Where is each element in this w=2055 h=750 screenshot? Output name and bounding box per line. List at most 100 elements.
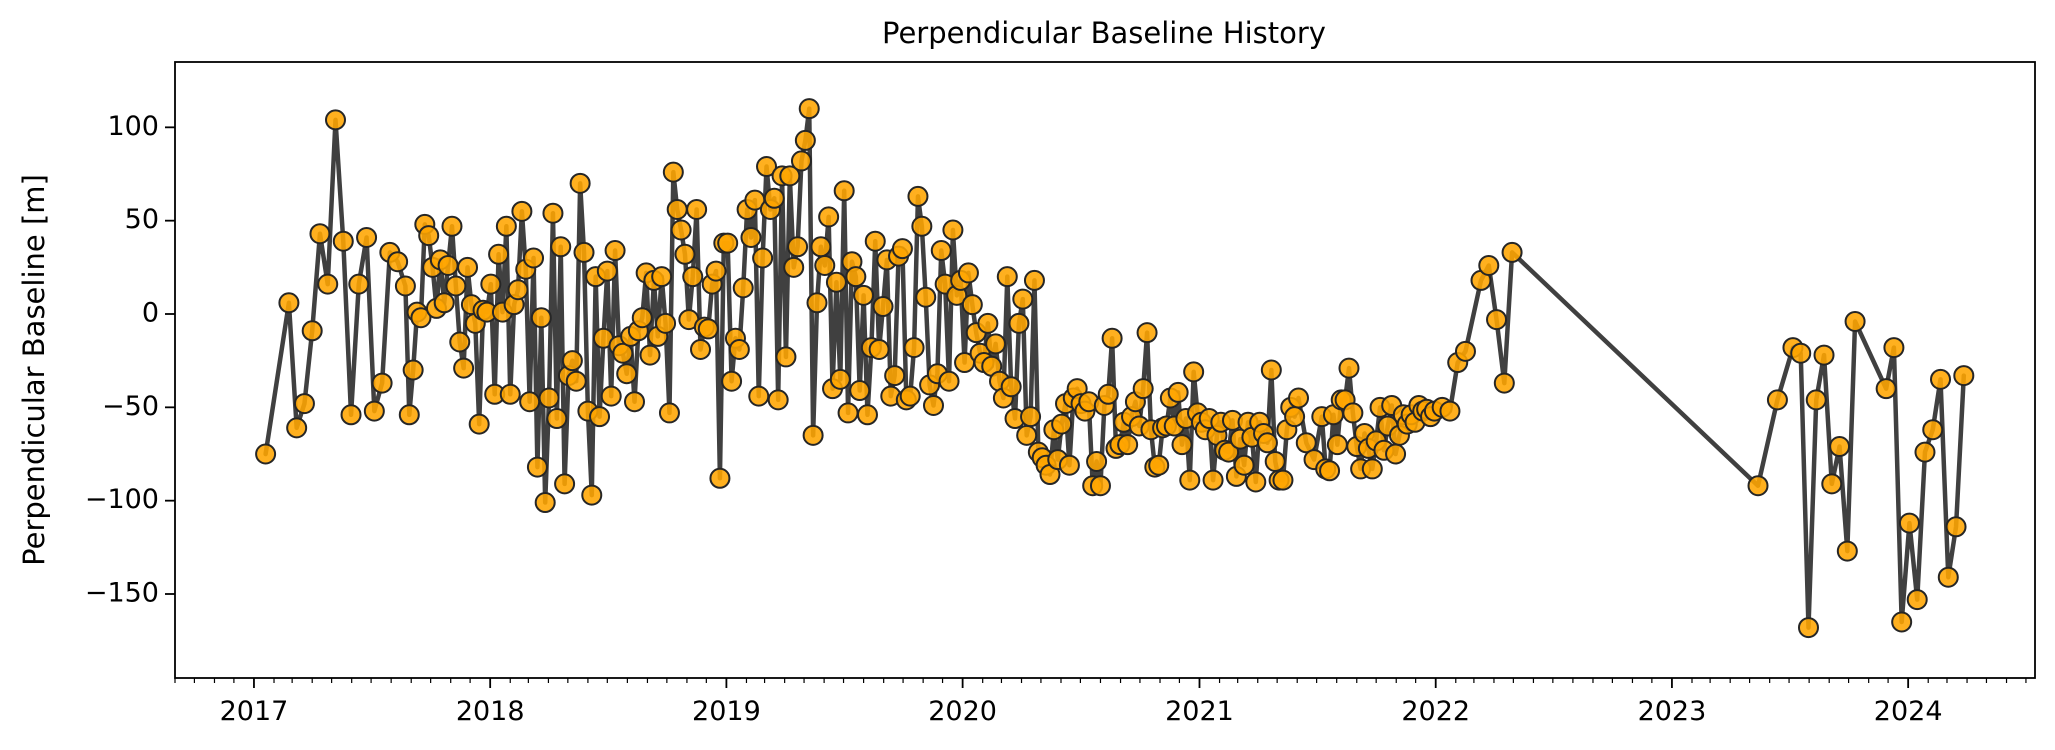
data-point xyxy=(674,243,696,265)
data-point xyxy=(1478,254,1500,276)
data-point xyxy=(868,338,890,360)
data-point xyxy=(1097,383,1119,405)
x-tick-label: 2023 xyxy=(1638,696,1707,727)
data-point xyxy=(911,215,933,237)
data-point xyxy=(589,406,611,428)
data-point xyxy=(1202,469,1224,491)
data-point xyxy=(705,260,727,282)
data-point xyxy=(942,219,964,241)
data-point xyxy=(1891,611,1913,633)
data-point xyxy=(977,312,999,334)
data-point xyxy=(1218,441,1240,463)
data-point xyxy=(1136,322,1158,344)
data-point xyxy=(1101,327,1123,349)
data-point xyxy=(1945,516,1967,538)
data-point xyxy=(488,243,510,265)
data-point xyxy=(325,109,346,131)
data-point xyxy=(596,260,618,282)
data-point xyxy=(468,413,490,435)
data-point xyxy=(686,198,708,220)
data-point xyxy=(569,172,591,194)
data-point xyxy=(690,338,712,360)
y-axis-label: Perpendicular Baseline [m] xyxy=(17,174,51,566)
data-point xyxy=(1747,475,1769,497)
data-point xyxy=(930,240,952,262)
data-point xyxy=(957,262,979,284)
data-point xyxy=(798,98,820,120)
data-point xyxy=(538,387,560,409)
data-point xyxy=(511,200,533,222)
plot-frame xyxy=(174,61,2036,679)
data-point xyxy=(853,284,875,306)
data-point xyxy=(740,226,762,248)
data-point xyxy=(845,266,867,288)
data-point xyxy=(565,370,587,392)
data-point xyxy=(348,273,370,295)
x-tick-label: 2020 xyxy=(928,696,997,727)
x-tick-label: 2017 xyxy=(220,696,289,727)
data-point xyxy=(790,150,812,172)
data-point xyxy=(666,198,688,220)
data-point xyxy=(872,296,894,318)
data-point xyxy=(1167,381,1189,403)
data-point xyxy=(1898,512,1920,534)
data-point xyxy=(1016,424,1038,446)
data-point xyxy=(600,385,622,407)
data-point xyxy=(1454,340,1476,362)
data-point xyxy=(907,185,929,207)
data-point xyxy=(856,404,878,426)
data-point xyxy=(293,393,315,415)
data-point xyxy=(631,307,653,329)
data-point xyxy=(480,273,502,295)
data-point xyxy=(783,256,805,278)
data-point xyxy=(794,129,816,151)
data-point xyxy=(787,236,809,258)
data-point xyxy=(818,206,840,228)
data-point xyxy=(530,307,552,329)
data-point xyxy=(371,372,393,394)
data-point xyxy=(523,247,545,269)
data-point xyxy=(453,357,475,379)
data-point xyxy=(1486,309,1508,331)
y-tick-label: 50 xyxy=(125,204,159,235)
data-point xyxy=(1922,419,1944,441)
data-point xyxy=(1051,413,1073,435)
data-point xyxy=(779,165,801,187)
data-point xyxy=(542,202,564,224)
data-point xyxy=(1361,458,1383,480)
data-point xyxy=(884,365,906,387)
data-point xyxy=(1089,475,1111,497)
data-point xyxy=(519,391,541,413)
data-point xyxy=(1272,469,1294,491)
data-point xyxy=(356,226,378,248)
data-point xyxy=(1766,389,1788,411)
data-point xyxy=(616,363,638,385)
data-point xyxy=(418,225,440,247)
data-point xyxy=(1844,310,1866,332)
data-point xyxy=(573,241,595,263)
data-point xyxy=(1937,566,1959,588)
data-point xyxy=(655,312,677,334)
data-point xyxy=(717,232,739,254)
data-point xyxy=(1930,368,1952,390)
data-point xyxy=(278,292,300,314)
data-point xyxy=(433,292,455,314)
data-point xyxy=(1338,357,1360,379)
data-point xyxy=(561,350,583,372)
data-point xyxy=(670,219,692,241)
data-point xyxy=(891,238,913,260)
data-point xyxy=(394,275,416,297)
y-tick-label: −50 xyxy=(102,391,159,422)
data-point xyxy=(802,424,824,446)
data-point xyxy=(1256,432,1278,454)
data-point xyxy=(499,383,521,405)
x-tick-label: 2021 xyxy=(1165,696,1234,727)
data-point xyxy=(449,331,471,353)
data-point xyxy=(833,180,855,202)
data-point xyxy=(604,240,626,262)
data-point xyxy=(581,484,603,506)
data-point xyxy=(554,473,576,495)
data-point xyxy=(748,385,770,407)
data-point xyxy=(658,402,680,424)
